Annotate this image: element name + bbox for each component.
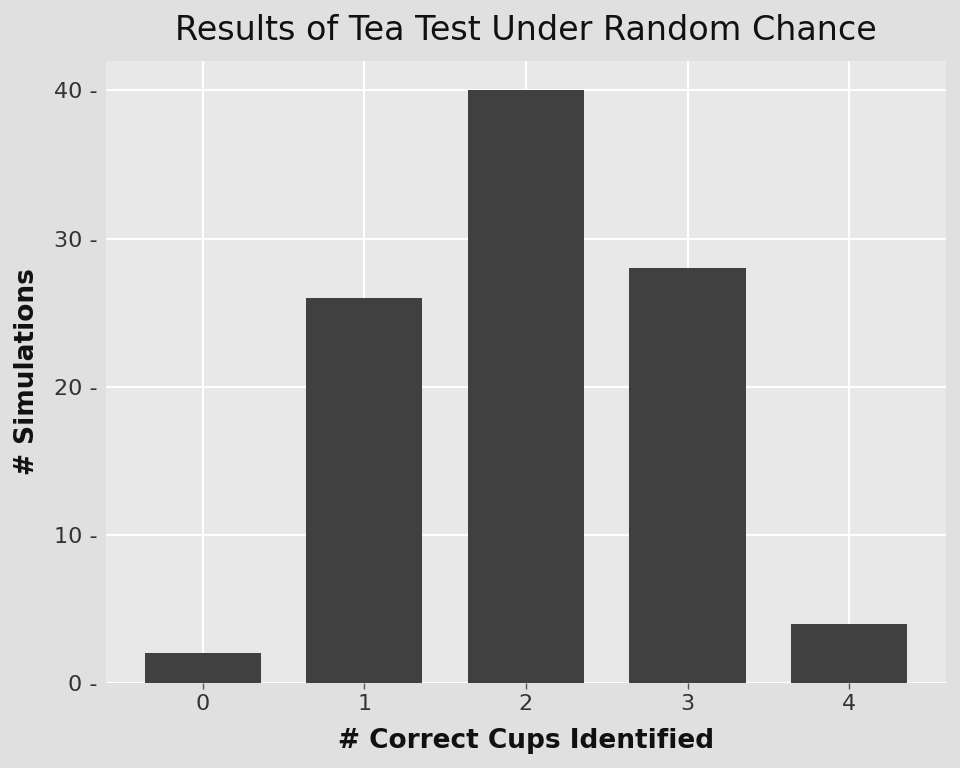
Bar	[306, 298, 422, 683]
Bar	[145, 654, 261, 683]
Y-axis label: # Simulations: # Simulations	[13, 269, 40, 475]
Bar	[630, 268, 746, 683]
X-axis label: # Correct Cups Identified: # Correct Cups Identified	[338, 728, 714, 754]
Bar	[791, 624, 907, 683]
Bar	[468, 91, 584, 683]
Title: Results of Tea Test Under Random Chance: Results of Tea Test Under Random Chance	[175, 14, 876, 47]
